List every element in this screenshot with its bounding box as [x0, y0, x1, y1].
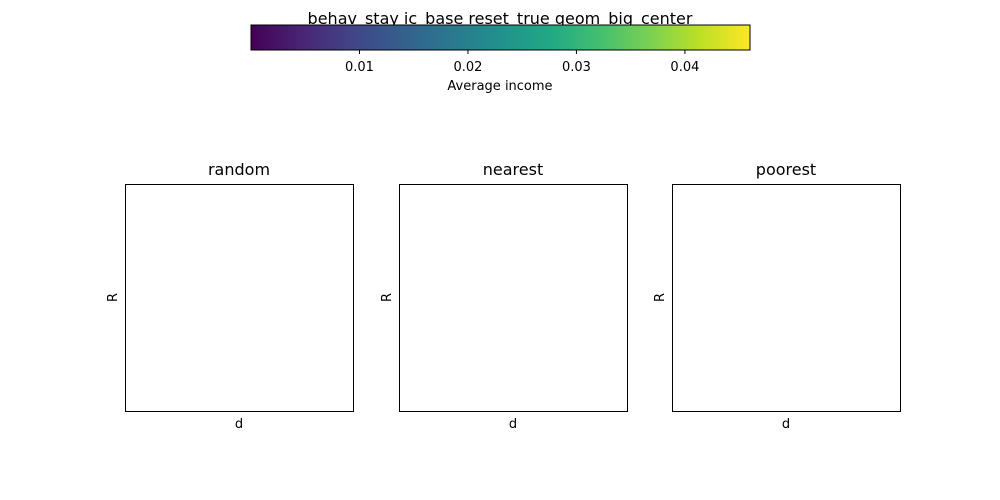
panel-random: random d R	[106, 160, 354, 432]
panel-poorest: poorest d R	[653, 160, 901, 432]
panel-xlabel: d	[509, 417, 517, 432]
panel-axes	[125, 184, 354, 412]
panel-ylabel: R	[106, 293, 121, 302]
panel-nearest: nearest d R	[380, 160, 628, 432]
colorbar-label: Average income	[447, 79, 552, 94]
panel-xlabel: d	[235, 417, 243, 432]
colorbar-tick-label: 0.02	[453, 60, 482, 75]
panel-title: random	[208, 160, 270, 179]
panel-axes	[672, 184, 901, 412]
panel-xlabel: d	[782, 417, 790, 432]
panel-title: nearest	[483, 160, 543, 179]
panel-ylabel: R	[380, 293, 395, 302]
figure-title: behav_stay ic_base reset_true geom_big_c…	[308, 9, 693, 29]
panel-ylabel: R	[653, 293, 668, 302]
colorbar-tick-label: 0.04	[670, 60, 699, 75]
colorbar-tick-label: 0.03	[562, 60, 591, 75]
panel-title: poorest	[756, 160, 816, 179]
colorbar-ticks: 0.01 0.02 0.03 0.04	[345, 50, 699, 75]
colorbar: 0.01 0.02 0.03 0.04 Average income	[250, 24, 751, 94]
colorbar-tick-label: 0.01	[345, 60, 374, 75]
panel-axes	[399, 184, 628, 412]
colorbar-gradient	[250, 24, 751, 51]
